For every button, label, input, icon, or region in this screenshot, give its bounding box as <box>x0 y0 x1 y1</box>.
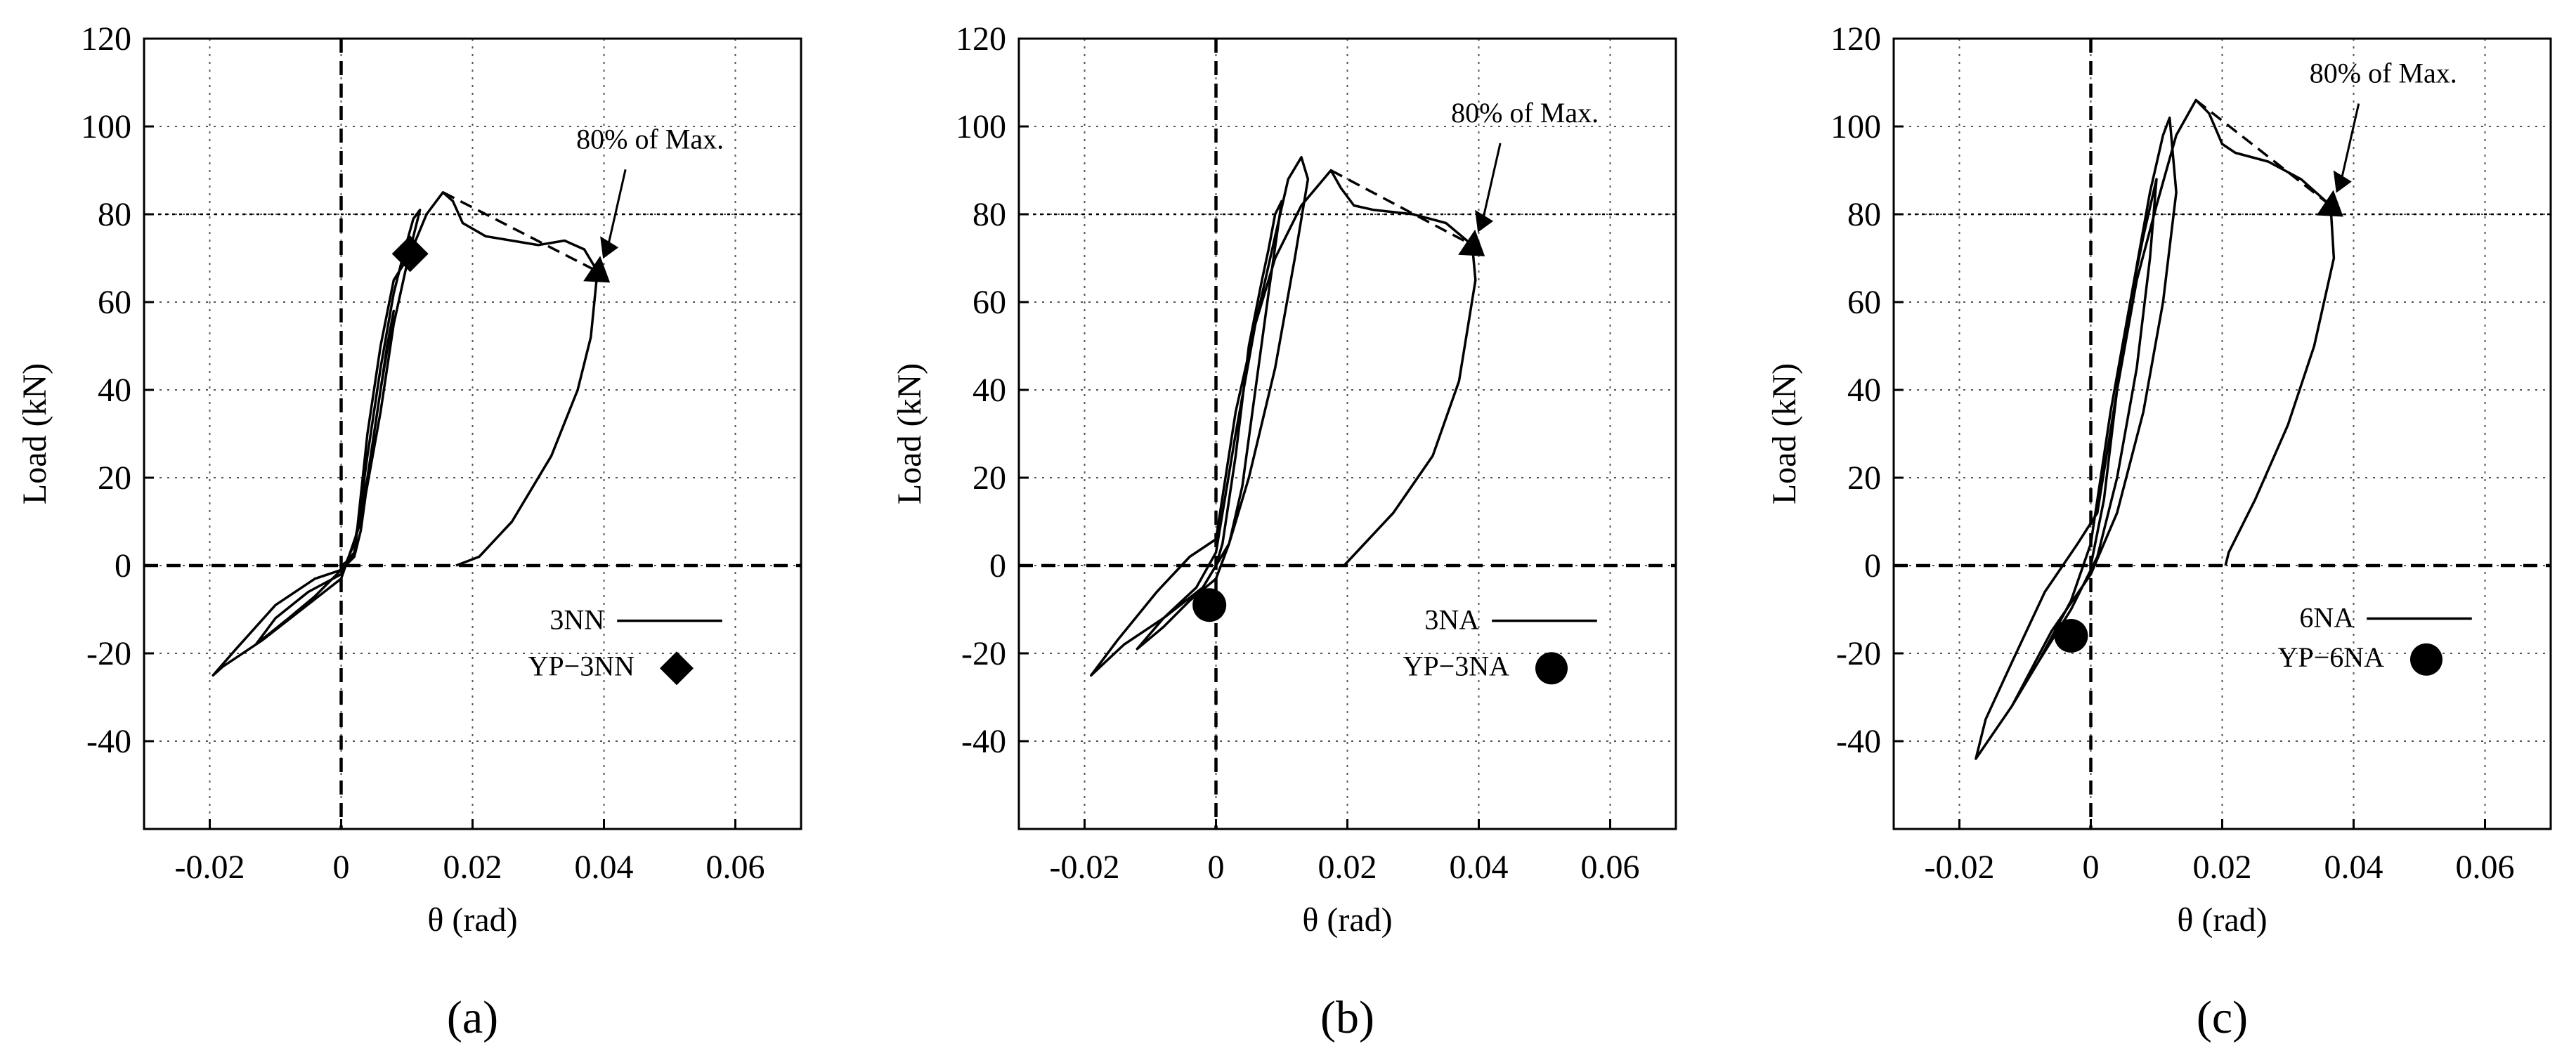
y-tick-label: 80 <box>98 196 131 233</box>
yield-point-marker <box>1192 588 1227 622</box>
annotation-80pct: 80% of Max. <box>2310 58 2457 89</box>
y-tick-label: 0 <box>989 547 1006 584</box>
legend-yield-label: YP−3NN <box>528 650 635 681</box>
ylabel: Load (kN) <box>891 363 928 504</box>
y-tick-label: 80 <box>1847 196 1881 233</box>
max-to-80pct-line <box>2195 99 2331 207</box>
y-tick-label: -40 <box>1836 723 1881 760</box>
ylabel: Load (kN) <box>1766 363 1803 504</box>
y-tick-label: 120 <box>956 20 1006 58</box>
eighty-percent-marker <box>1458 229 1485 256</box>
x-tick-label: 0 <box>2083 849 2100 886</box>
annotation-80pct: 80% of Max. <box>1451 97 1599 129</box>
legend-series-label: 3NN <box>549 604 604 636</box>
y-tick-label: 60 <box>972 284 1006 321</box>
panel-label: (c) <box>2197 992 2248 1043</box>
annotation-arrow <box>2338 103 2360 190</box>
y-tick-label: -20 <box>961 635 1006 672</box>
ylabel: Load (kN) <box>16 363 53 504</box>
x-tick-label: -0.02 <box>1925 849 1995 886</box>
x-tick-label: 0.02 <box>1318 849 1377 886</box>
legend-marker-sample <box>1535 652 1568 685</box>
annotation-arrowhead <box>2333 170 2352 193</box>
x-tick-label: 0.06 <box>1581 849 1640 886</box>
x-tick-label: 0 <box>333 849 350 886</box>
x-tick-label: 0.02 <box>2193 849 2252 886</box>
y-tick-label: 40 <box>98 372 131 409</box>
y-tick-label: 60 <box>1847 284 1881 321</box>
y-tick-label: 60 <box>98 284 131 321</box>
legend-series-label: 3NA <box>1424 604 1479 636</box>
eighty-percent-marker <box>2316 190 2343 217</box>
y-tick-label: 20 <box>98 459 131 497</box>
y-tick-label: -20 <box>86 635 131 672</box>
y-tick-label: 100 <box>1830 108 1881 145</box>
y-tick-label: -40 <box>86 723 131 760</box>
eighty-percent-marker <box>583 256 611 283</box>
yield-point-marker <box>2054 619 2088 653</box>
panel-label: (a) <box>447 992 498 1043</box>
y-tick-label: 40 <box>1847 372 1881 409</box>
xlabel: θ (rad) <box>1302 901 1392 939</box>
series-line <box>1975 98 2336 760</box>
y-tick-label: 80 <box>972 196 1006 233</box>
y-tick-label: 120 <box>81 20 131 58</box>
yield-point-marker <box>391 235 429 273</box>
max-to-80pct-line <box>1330 169 1473 247</box>
annotation-arrowhead <box>600 236 619 259</box>
x-tick-label: 0.04 <box>575 849 634 886</box>
y-tick-label: -20 <box>1836 635 1881 672</box>
annotation-arrow <box>604 169 627 256</box>
panel-b: -0.02 0 0.02 0.04 0.06-40-20020406080100120 … <box>891 20 1677 1043</box>
legend-series-label: 6NA <box>2299 602 2354 634</box>
y-tick-label: 100 <box>81 108 131 145</box>
max-to-80pct-line <box>442 191 598 273</box>
y-tick-label: 0 <box>115 547 131 584</box>
y-tick-label: 0 <box>1864 547 1881 584</box>
xlabel: θ (rad) <box>427 901 517 939</box>
x-tick-label: 0.04 <box>1450 849 1509 886</box>
x-tick-label: 0.02 <box>443 849 502 886</box>
panel-label: (b) <box>1320 992 1374 1043</box>
series-line <box>212 191 599 677</box>
y-tick-label: -40 <box>961 723 1006 760</box>
panel-c: -0.02 0 0.02 0.04 0.06-40-20020406080100120 … <box>1766 20 2552 1043</box>
y-tick-label: 40 <box>972 372 1006 409</box>
x-tick-label: 0.04 <box>2324 849 2383 886</box>
annotation-80pct: 80% of Max. <box>576 123 724 155</box>
y-tick-label: 120 <box>1830 20 1881 58</box>
legend-yield-label: YP−3NA <box>1403 650 1510 681</box>
x-tick-label: -0.02 <box>175 849 245 886</box>
xlabel: θ (rad) <box>2177 901 2267 939</box>
x-tick-label: 0 <box>1208 849 1225 886</box>
panel-a: -0.02 0 0.02 0.04 0.06-40-20020406080100120 … <box>16 20 802 1043</box>
legend-marker-sample <box>660 651 694 686</box>
y-tick-label: 20 <box>1847 459 1881 497</box>
annotation-arrow <box>1479 143 1502 230</box>
annotation-arrowhead <box>1475 209 1494 233</box>
x-tick-label: -0.02 <box>1050 849 1120 886</box>
legend-yield-label: YP−6NA <box>2278 641 2385 673</box>
x-tick-label: 0.06 <box>2456 849 2515 886</box>
legend-marker-sample <box>2410 643 2442 676</box>
y-tick-label: 20 <box>972 459 1006 497</box>
series-line <box>1090 156 1477 677</box>
y-tick-label: 100 <box>956 108 1006 145</box>
x-tick-label: 0.06 <box>706 849 765 886</box>
